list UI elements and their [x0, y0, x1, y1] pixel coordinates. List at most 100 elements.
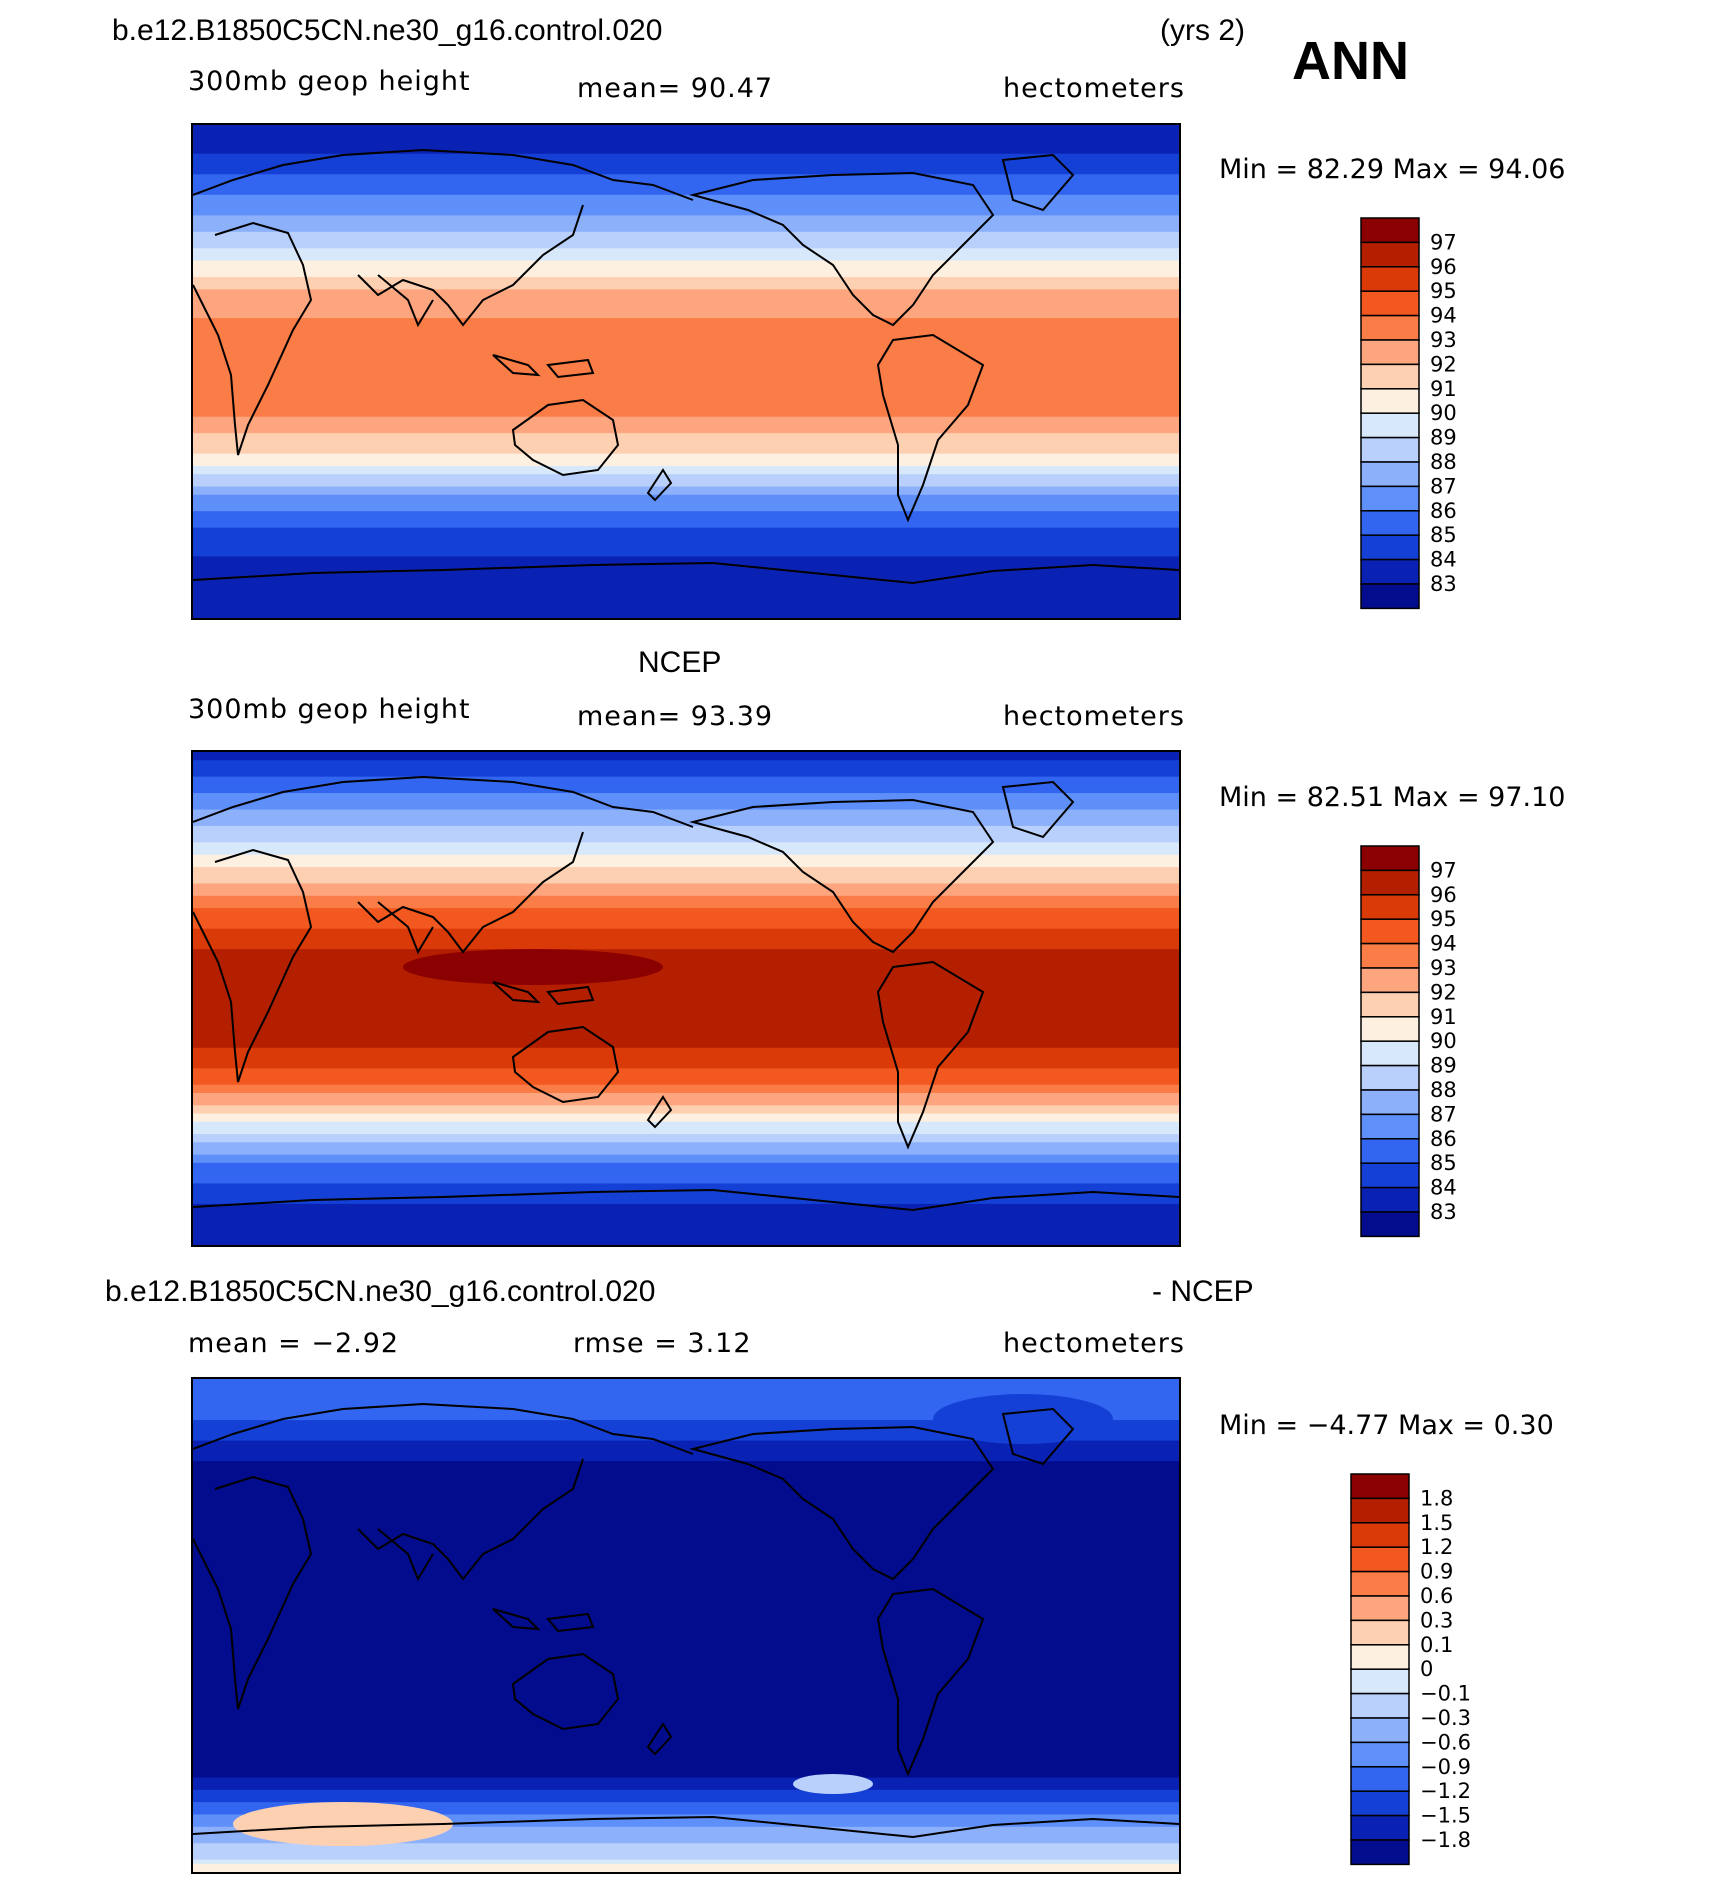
value-band: [193, 965, 1179, 971]
value-band: [193, 1150, 1179, 1156]
value-band: [193, 1744, 1179, 1750]
colorbar-tick-label: 0.3: [1420, 1608, 1453, 1632]
value-band: [193, 1592, 1179, 1598]
panel2-colorbar: 97 96 95 94 93 92 91 90 89 88 87 86 85 84 83: [1360, 845, 1500, 1238]
value-band: [193, 1019, 1179, 1024]
value-band: [193, 1485, 1179, 1491]
value-band: [193, 1387, 1179, 1392]
value-band: [193, 309, 1179, 315]
value-band: [193, 858, 1179, 864]
value-band: [193, 1847, 1179, 1853]
value-band: [193, 994, 1179, 1000]
value-band: [193, 1125, 1179, 1131]
value-band: [193, 1859, 1179, 1865]
value-band: [193, 1843, 1179, 1848]
panel1-colorbar: 97 96 95 94 93 92 91 90 89 88 87 86 85 84 83: [1360, 217, 1500, 610]
colorbar-tick-label: 84: [1430, 548, 1457, 572]
value-band: [193, 1855, 1179, 1861]
value-band: [193, 850, 1179, 856]
coastline: [689, 798, 995, 954]
value-band: [193, 326, 1179, 332]
value-band: [193, 1432, 1179, 1438]
value-band: [193, 149, 1179, 155]
value-band: [193, 1695, 1179, 1701]
value-band: [193, 178, 1179, 184]
value-band: [193, 1203, 1179, 1209]
colorbar-swatch: [1350, 1839, 1410, 1866]
value-band: [193, 1752, 1179, 1758]
panel3-title-left: b.e12.B1850C5CN.ne30_g16.control.020: [105, 1275, 656, 1308]
colorbar-tick-label: −1.2: [1420, 1779, 1471, 1803]
value-band: [193, 1415, 1179, 1421]
colorbar-tick-label: 88: [1430, 1078, 1457, 1102]
value-band: [193, 260, 1179, 266]
value-band: [193, 1162, 1179, 1168]
colorbar-tick-label: 92: [1430, 980, 1457, 1004]
panel3-mean: mean = −2.92: [188, 1328, 400, 1359]
value-band: [193, 1658, 1179, 1664]
coastline: [689, 1425, 995, 1581]
value-band: [193, 1798, 1179, 1803]
colorbar-tick-label: 85: [1430, 1151, 1457, 1175]
colorbar-swatch: [1360, 510, 1420, 536]
value-band: [193, 502, 1179, 508]
value-band: [193, 1576, 1179, 1581]
value-band: [193, 457, 1179, 463]
value-band: [193, 1113, 1179, 1119]
value-band: [193, 174, 1179, 180]
value-band: [193, 544, 1179, 549]
value-band: [193, 613, 1179, 618]
value-band: [193, 1121, 1179, 1127]
value-band: [193, 1691, 1179, 1696]
value-band: [193, 490, 1179, 496]
coastline: [1001, 153, 1075, 212]
coastline: [876, 960, 985, 1150]
value-band: [193, 601, 1179, 607]
panel3-map: [191, 1377, 1181, 1874]
coastline: [646, 468, 673, 502]
value-band: [193, 895, 1179, 901]
value-band: [193, 945, 1179, 950]
value-band: [193, 1002, 1179, 1008]
value-band: [193, 137, 1179, 143]
value-band: [193, 1183, 1179, 1189]
value-band: [193, 465, 1179, 471]
value-band: [193, 1522, 1179, 1528]
colorbar-swatch: [1360, 1211, 1420, 1238]
coastline: [193, 561, 1179, 585]
colorbar-swatch: [1350, 1766, 1410, 1792]
value-band: [193, 170, 1179, 175]
value-band: [193, 453, 1179, 459]
value-band: [193, 1138, 1179, 1143]
value-band: [193, 1220, 1179, 1226]
value-band: [193, 1199, 1179, 1205]
panel1-mean: mean= 90.47: [577, 73, 774, 104]
value-band: [193, 1035, 1179, 1041]
value-band: [193, 523, 1179, 529]
value-band: [193, 1703, 1179, 1709]
value-band: [193, 1461, 1179, 1466]
value-band: [193, 515, 1179, 520]
colorbar-tick-label: 87: [1430, 1102, 1457, 1126]
value-band: [193, 424, 1179, 430]
coastline: [193, 1815, 1179, 1839]
value-band: [193, 756, 1179, 761]
value-band: [193, 166, 1179, 171]
value-band: [193, 957, 1179, 963]
value-band: [193, 1403, 1179, 1409]
panel2-map-svg: [193, 752, 1179, 1245]
value-band: [193, 1666, 1179, 1672]
value-band: [193, 416, 1179, 422]
value-band: [193, 1707, 1179, 1713]
colorbar-tick-label: 90: [1430, 401, 1457, 425]
panel2-color-bands: [193, 752, 1179, 1245]
coastline: [357, 204, 584, 327]
value-band: [193, 1563, 1179, 1569]
colorbar-tick-label: −1.5: [1420, 1804, 1471, 1828]
value-band: [193, 240, 1179, 245]
value-blob: [493, 345, 793, 401]
value-band: [193, 772, 1179, 778]
value-band: [193, 1769, 1179, 1774]
value-band: [193, 482, 1179, 488]
colorbar-tick-label: 0.6: [1420, 1584, 1453, 1608]
